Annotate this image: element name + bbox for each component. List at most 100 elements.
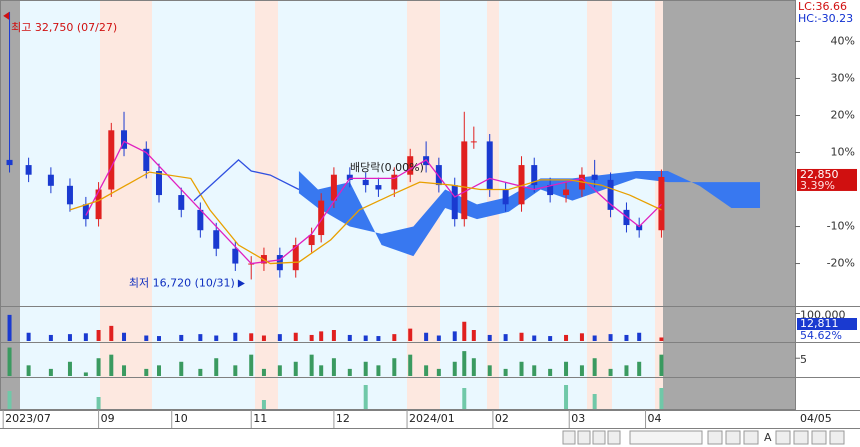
candle-body [213,230,220,249]
candle-body [362,179,369,186]
hc-label: HC:-30.23 [798,12,853,25]
zoom-reset[interactable] [725,430,741,445]
candle-body [346,174,353,180]
bar [376,365,381,376]
bar [363,335,368,341]
x-tick-label: 10 [174,412,188,425]
bar [503,368,508,376]
bar [462,321,467,341]
bar [579,333,584,341]
bar [564,361,569,376]
bar [144,335,149,341]
next-button[interactable] [607,430,621,445]
bar [659,354,664,376]
y-tick-label: -10% [827,220,855,233]
bar [26,365,31,376]
candle-body [470,141,477,143]
bar [408,354,413,376]
bar [233,365,238,376]
indicator-line [193,159,300,202]
bar [198,334,203,341]
prev-button[interactable] [577,430,591,445]
band [255,0,278,410]
candle-body [591,174,598,180]
end-date: 04/05 [800,412,832,425]
bar [249,354,254,376]
bar [109,354,114,376]
ichimoku-cloud [298,171,761,257]
candle-body [308,235,315,246]
font-button[interactable]: A [764,431,772,444]
last-pct: 3.39% [800,179,835,192]
candle-body [143,148,150,172]
bar [608,368,613,376]
x-tick-label: 02 [495,412,509,425]
y-tick-label: -20% [827,257,855,270]
bar [309,354,314,376]
zoom-out[interactable] [707,430,723,445]
bar [26,332,31,341]
bar [261,400,266,409]
high-note: 최고 32,750 (07/27) [11,21,117,34]
bar [96,397,101,409]
tool-button[interactable] [811,430,827,445]
stop-button[interactable] [592,430,606,445]
candle-body [435,165,442,186]
candle-body [547,185,554,196]
bar [436,368,441,376]
bar [7,391,12,409]
bar [408,328,413,341]
bar [331,358,336,376]
bar [309,334,314,341]
candle-body [292,245,299,271]
zoom-in[interactable] [743,430,759,445]
candle-body [563,189,570,196]
bar [277,334,282,341]
bar [277,365,282,376]
panel-borders [0,0,860,429]
bar [548,336,553,341]
bar [249,333,254,341]
bar [319,331,324,341]
bar [67,334,72,341]
low-note: 최저 16,720 (10/31) [129,276,235,289]
bar [347,334,352,341]
y-tick-label: 20% [831,108,855,121]
candle-body [407,156,414,175]
scroll-slider[interactable] [629,430,703,445]
high-marker [3,11,10,20]
bar [7,347,12,376]
tool-button[interactable] [775,430,791,445]
bar [532,365,537,376]
candle-body [95,189,102,220]
bar [122,365,127,376]
y-tick-label: 30% [831,71,855,84]
past-shade [0,0,20,410]
bar [293,361,298,376]
bar [83,333,88,341]
candle-body [451,185,458,220]
candle-body [391,174,398,190]
first-button[interactable] [562,430,576,445]
candle-body [121,130,128,149]
last-volume-box [797,318,857,330]
bar [487,365,492,376]
bar [471,330,476,341]
bar [579,365,584,376]
bar [109,325,114,341]
tool-button[interactable] [829,430,845,445]
last-volume: 12,811 [800,317,839,330]
bar [363,361,368,376]
background-bands [0,0,795,410]
indicator-line [85,140,662,265]
candle-body [636,225,643,231]
bar [462,351,467,376]
bar [424,332,429,341]
bar [471,358,476,376]
plot: 40% 30% 20% 10% -10% -20% 2023/07 09 10 11 12 2024/… [2,11,857,428]
candle-body [6,159,13,166]
tool-button[interactable] [793,430,809,445]
bar [519,361,524,376]
candle-body [156,171,162,196]
